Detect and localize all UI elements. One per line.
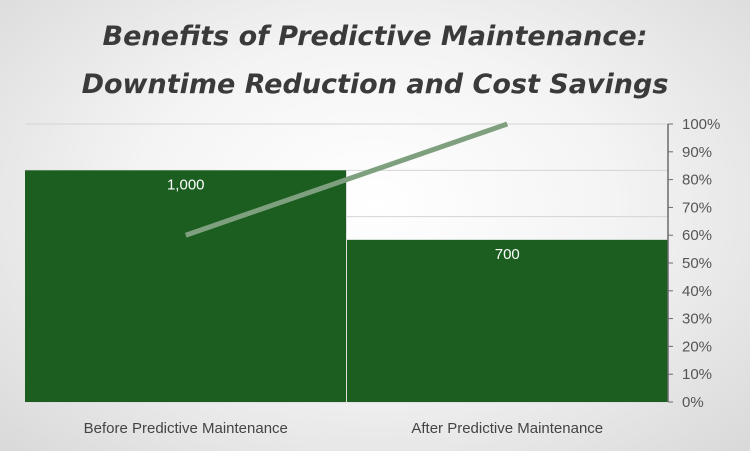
line-series [184, 121, 509, 238]
bar [346, 239, 668, 402]
chart-title-line-2: Downtime Reduction and Cost Savings [82, 69, 669, 100]
bar [25, 170, 347, 402]
bar-data-label: 1,000 [167, 176, 205, 193]
secondary-y-axis: 0% 10% 20% 30% 40% 50% 60% 70% 80% 90% 100% [668, 116, 720, 411]
bar-series: 1,000 700 [25, 170, 668, 402]
y-tick-label: 40% [682, 283, 712, 300]
y-tick-label: 70% [682, 199, 712, 216]
y-tick-label: 100% [682, 116, 720, 133]
x-tick-label: After Predictive Maintenance [411, 420, 603, 437]
y-tick-label: 0% [682, 394, 704, 411]
y-tick-label: 20% [682, 338, 712, 355]
y-tick-label: 90% [682, 144, 712, 161]
x-tick-label: Before Predictive Maintenance [84, 420, 288, 437]
y-tick-label: 10% [682, 366, 712, 383]
y-tick-label: 80% [682, 172, 712, 189]
x-axis: Before Predictive Maintenance After Predi… [84, 420, 604, 437]
y-tick-label: 60% [682, 227, 712, 244]
series-line [184, 121, 509, 238]
chart-title-line-1: Benefits of Predictive Maintenance: [103, 21, 648, 52]
bar-data-label: 700 [495, 246, 520, 263]
y-tick-label: 30% [682, 311, 712, 328]
y-tick-label: 50% [682, 255, 712, 272]
